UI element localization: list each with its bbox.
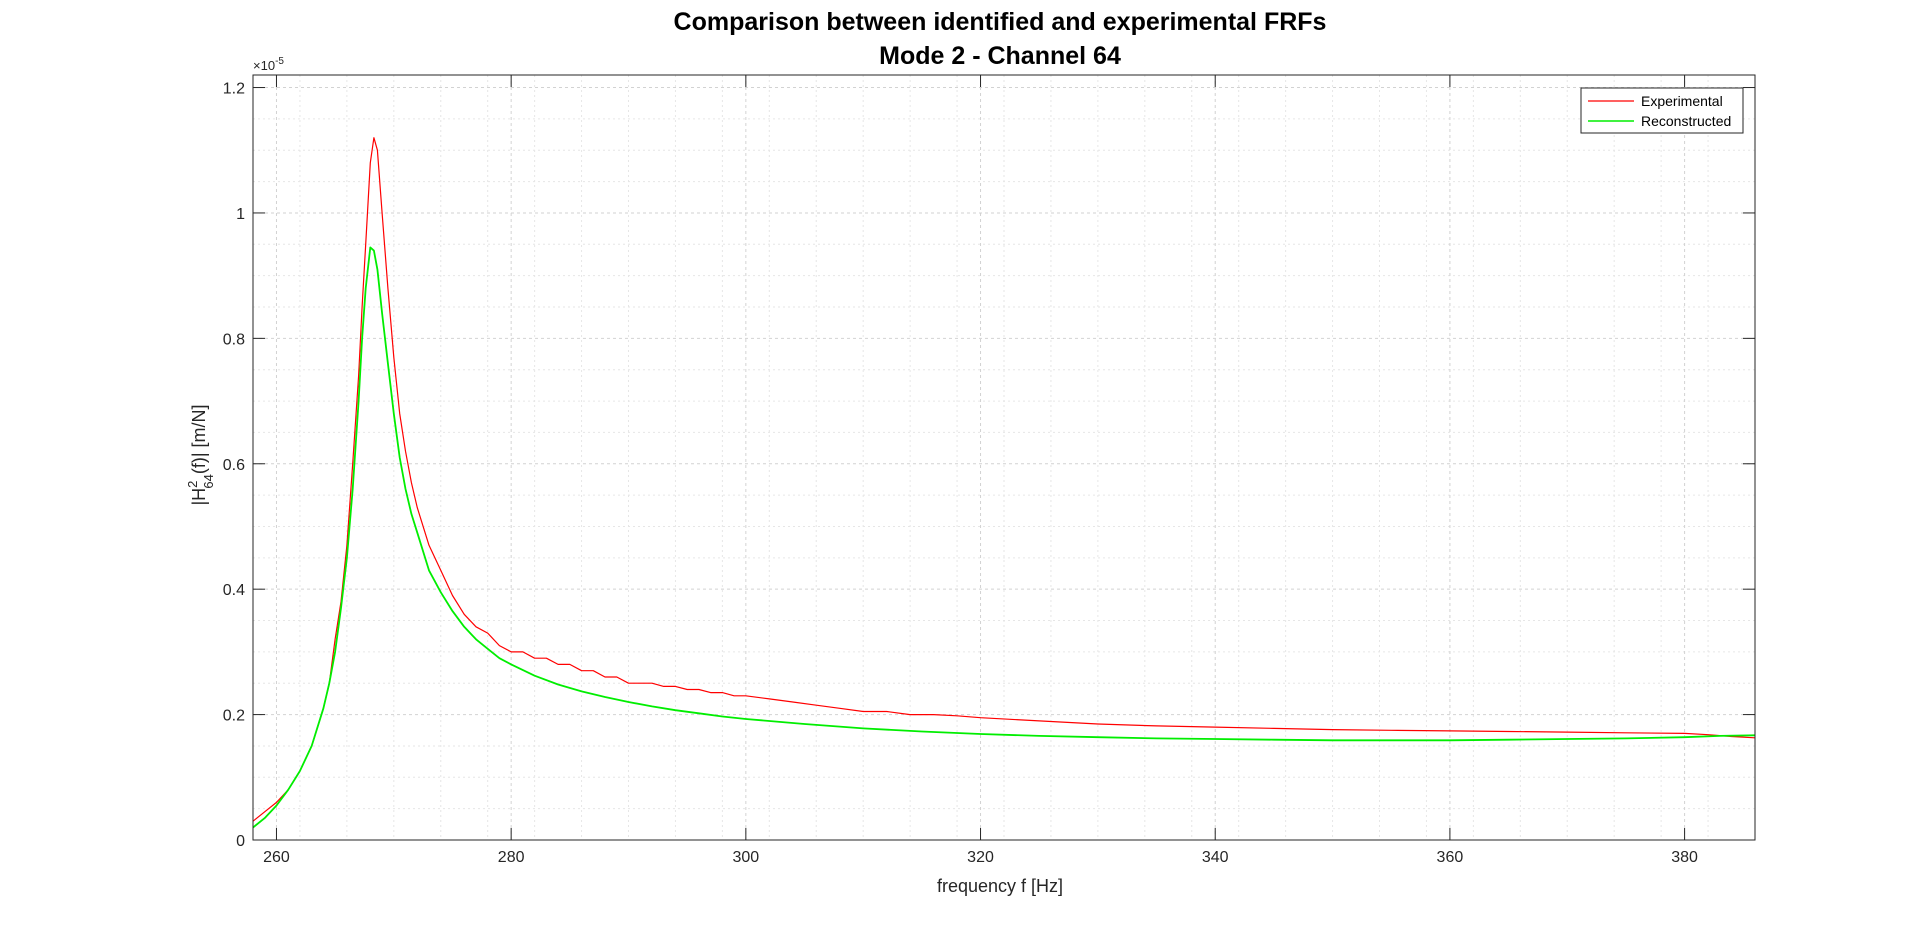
y-exponent-base: ×10 [253, 58, 275, 73]
series-line-reconstructed [252, 246, 1756, 829]
y-tick-label: 1 [236, 206, 245, 223]
legend: Experimental Reconstructed [1580, 87, 1744, 134]
x-tick-label: 260 [263, 849, 290, 866]
x-tick-labels: 260 280 300 320 340 360 380 [263, 849, 1698, 866]
y-tick-labels: 0 0.2 0.4 0.6 0.8 1 1.2 [223, 81, 245, 850]
y-tick-label: 0.8 [223, 331, 245, 348]
chart-title-line-2: Mode 2 - Channel 64 [879, 42, 1121, 70]
legend-box [1580, 87, 1744, 134]
y-exponent-label: ×10-5 [253, 56, 284, 73]
plot-frame [252, 74, 1756, 841]
y-exponent-power: -5 [275, 56, 284, 67]
y-tick-label: 0.6 [223, 457, 245, 474]
legend-label-experimental: Experimental [1641, 93, 1723, 109]
x-tick-label: 380 [1671, 849, 1698, 866]
y-label-main: |H [189, 488, 209, 506]
series-line-experimental [252, 137, 1756, 822]
y-label-rest: (f)| [m/N] [189, 404, 209, 474]
y-tick-label: 1.2 [223, 81, 245, 98]
x-tick-label: 280 [498, 849, 525, 866]
y-label-superscript: 2 [185, 481, 200, 488]
legend-label-reconstructed: Reconstructed [1641, 113, 1731, 129]
x-axis-label: frequency f [Hz] [937, 876, 1063, 896]
chart-title-line-1: Comparison between identified and experi… [674, 8, 1327, 36]
y-tick-label: 0.4 [223, 582, 245, 599]
axis-ticks [253, 75, 1755, 841]
plot-background [253, 75, 1755, 840]
x-tick-label: 360 [1437, 849, 1464, 866]
x-tick-label: 340 [1202, 849, 1229, 866]
x-tick-label: 300 [732, 849, 759, 866]
y-label-subscript: 64 [201, 474, 216, 488]
series-layer [252, 137, 1756, 829]
major-grid [253, 75, 1755, 840]
x-tick-label: 320 [967, 849, 994, 866]
y-axis-label: |H264(f)| [m/N] [185, 404, 216, 505]
y-tick-label: 0.2 [223, 708, 245, 725]
plot-area: 260 280 300 320 340 360 380 0 0.2 0.4 0.6 0.8 1 1.2 [223, 74, 1756, 866]
y-tick-label: 0 [236, 833, 245, 850]
minor-grid [252, 75, 1756, 840]
